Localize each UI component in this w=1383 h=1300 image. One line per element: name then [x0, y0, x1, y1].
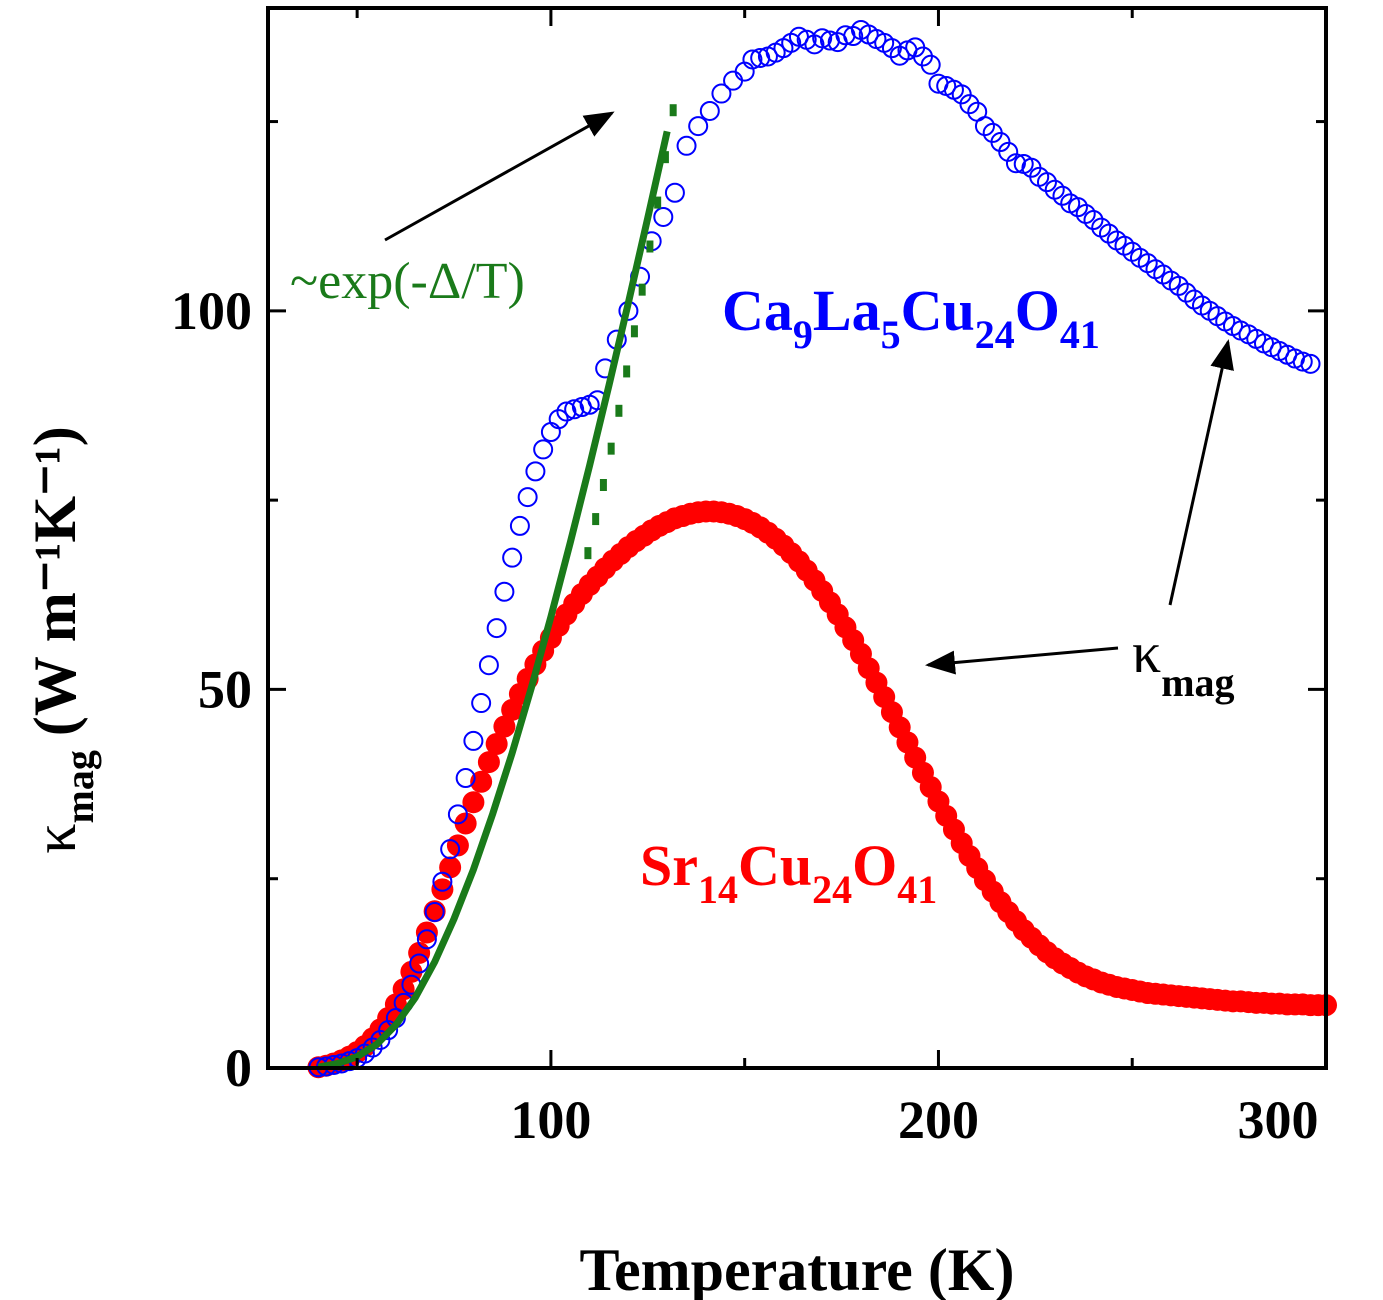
series-exp-fit [317, 104, 677, 1071]
fit-dotted-point [615, 404, 623, 417]
sr-point [493, 715, 516, 738]
fit-dotted-point [638, 283, 646, 296]
kappa-arrow-to-sr [925, 646, 1119, 675]
ca-point [509, 515, 530, 536]
ca-point [699, 100, 720, 121]
series-ca9la5cu24o41 [308, 19, 1321, 1078]
sr-point [462, 791, 485, 814]
fit-arrow [384, 111, 615, 242]
ca-point [1083, 210, 1104, 230]
ca-point [1300, 353, 1321, 374]
y-axis-title: κmag (W m⁻¹K⁻¹) [22, 426, 102, 853]
sr-point [454, 812, 477, 835]
ca-point [564, 399, 585, 420]
sr-point [415, 921, 438, 944]
fit-dotted-point [592, 513, 600, 526]
ca-point [556, 401, 577, 422]
ca-point [742, 49, 763, 70]
ca-point [432, 871, 453, 892]
y-tick-label-0: 0 [225, 1038, 252, 1098]
ca-point [486, 618, 507, 639]
fit-formula-label: ~exp(-Δ/T) [290, 253, 525, 310]
ca-point [959, 94, 980, 115]
sr-point [477, 751, 500, 774]
y-axis-title-sub: mag [57, 750, 102, 823]
ca-point [502, 547, 523, 568]
svg-text:κmag(W m⁻¹K⁻¹): κmag (W m⁻¹K⁻¹) [22, 426, 102, 853]
fit-dotted-point [630, 325, 638, 338]
sr-point [431, 878, 454, 901]
x-axis-title: Temperature (K) [580, 1237, 1015, 1300]
fit-dotted-point [646, 240, 654, 253]
sr-point [470, 770, 493, 793]
ca-point [688, 116, 709, 137]
ca-point [533, 439, 554, 460]
kappa-mag-annotation: κmag [1132, 620, 1235, 705]
ca-point [723, 70, 744, 91]
ca-point [409, 953, 430, 974]
fit-dotted-point [584, 547, 592, 560]
ca-point [494, 581, 515, 602]
kappa-arrow-to-ca [1168, 339, 1234, 606]
ca-point [1036, 172, 1057, 193]
ca-point [416, 929, 437, 950]
ca-point [664, 182, 685, 203]
y-axis-title-main: κ [22, 823, 88, 853]
ca-point [424, 902, 445, 923]
y-tick-label-100: 100 [171, 281, 252, 341]
ca-point [440, 839, 461, 860]
fit-dotted-point [607, 442, 615, 455]
ca-point [447, 804, 468, 825]
sr-compound-label: Sr14Cu24O41 [640, 833, 937, 912]
ca-point [540, 422, 561, 442]
ca-point [525, 461, 546, 482]
ca-compound-label: Ca9La5Cu24O41 [722, 278, 1100, 357]
ca-point [1176, 282, 1197, 303]
ca-point [1005, 153, 1026, 174]
fit-dotted-point [623, 365, 631, 378]
x-tick-label-300: 300 [1238, 1090, 1319, 1150]
series-sr14cu24o41 [307, 500, 1337, 1079]
ca-point [455, 768, 476, 789]
x-tick-label-200: 200 [898, 1090, 979, 1150]
fit-solid-line [317, 130, 671, 1071]
ca-point [471, 693, 492, 714]
fit-dotted-point [599, 479, 607, 491]
sr-point [439, 856, 462, 879]
fit-dotted-point [669, 104, 677, 117]
ca-point [711, 83, 732, 104]
ca-point [548, 409, 569, 430]
plot-area [307, 19, 1337, 1079]
ca-point [517, 487, 538, 508]
ca-point [653, 206, 674, 227]
ca-point [478, 655, 499, 676]
sr-point [485, 732, 508, 755]
ca-point [463, 730, 484, 751]
y-tick-label-50: 50 [198, 659, 252, 719]
fit-dotted-point [654, 196, 662, 209]
ca-point [974, 116, 995, 137]
ca-point [676, 135, 697, 156]
axis-ticks: 100 200 300 0 50 100 [171, 8, 1328, 1150]
plot-frame [266, 6, 1328, 1070]
ca-point [362, 1037, 383, 1058]
y-axis-title-unit: (W m⁻¹K⁻¹) [22, 426, 88, 736]
ca-point [812, 28, 833, 49]
ca-point [1292, 351, 1313, 372]
fit-dotted-point [661, 151, 669, 164]
ca-point [920, 54, 941, 75]
ca-point [881, 38, 902, 59]
x-tick-label-100: 100 [510, 1090, 591, 1150]
ca-point [1052, 185, 1073, 206]
